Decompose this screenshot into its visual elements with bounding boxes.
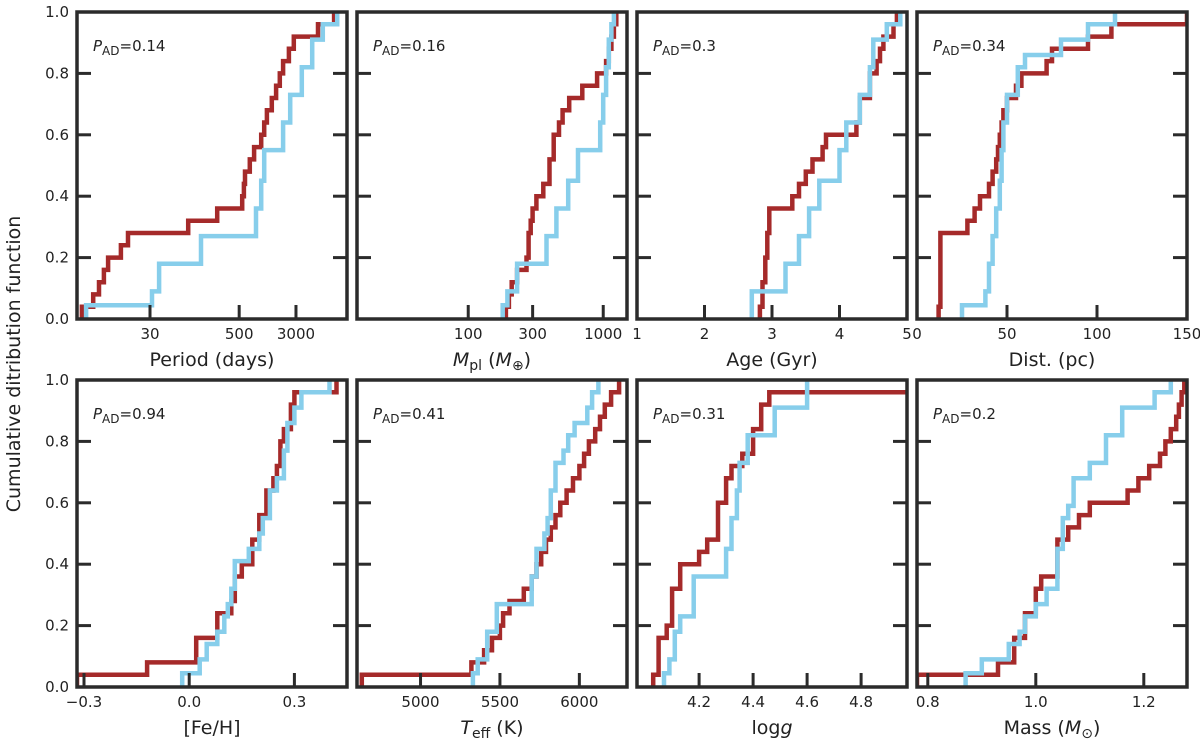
y-tick-label: 1.0 [45, 371, 69, 389]
p-ad-label: PAD=0.3 [653, 37, 716, 58]
x-tick-label: 1 [632, 325, 642, 343]
x-tick-label: 1000 [584, 325, 622, 343]
x-tick-label: 5 [902, 325, 912, 343]
x-tick-label: 4.2 [687, 693, 711, 711]
x-tick-label: 300 [518, 325, 547, 343]
x-axis-label: Teff (K) [460, 717, 523, 742]
x-tick-label: 4 [835, 325, 845, 343]
cdf-series-blue [500, 12, 617, 319]
x-tick-label: 5000 [401, 693, 439, 711]
cdf-series-blue [83, 12, 340, 319]
panel-frame [355, 378, 629, 689]
y-tick-label: 0.2 [45, 617, 69, 635]
panel-frame [635, 378, 909, 689]
panel-7: 4.2 4.4 4.6 4.8 logg PAD=0.31 [635, 378, 909, 739]
y-tick-label: 0.6 [45, 126, 69, 144]
x-axis-label: Period (days) [150, 349, 275, 371]
panel-2: 100 300 1000 Mpl (M⊕) PAD=0.16 [355, 10, 629, 374]
p-ad-label: PAD=0.34 [933, 37, 1005, 58]
cdf-series-red [757, 12, 900, 319]
p-ad-label: PAD=0.31 [653, 405, 725, 426]
y-tick-label: 0.2 [45, 249, 69, 267]
y-tick-label: 0.0 [45, 678, 69, 696]
cdf-series-blue [470, 380, 601, 687]
y-tick-label: 0.4 [45, 555, 69, 573]
x-tick-label: −0.3 [66, 693, 102, 711]
x-axis-label: Mass (M⊙) [1004, 717, 1101, 742]
panel-frame [355, 10, 629, 321]
x-tick-label: 0.0 [177, 693, 201, 711]
x-tick-label: 30 [140, 325, 159, 343]
y-tick-label: 0.8 [45, 64, 69, 82]
p-ad-label: PAD=0.41 [373, 405, 445, 426]
p-ad-label: PAD=0.14 [93, 37, 165, 58]
panel-8: 0.8 1.0 1.2 Mass (M⊙) PAD=0.2 [915, 378, 1189, 742]
x-axis-label: Mpl (M⊕) [453, 349, 531, 374]
cdf-series-blue [749, 12, 903, 319]
x-tick-label: 4.4 [741, 693, 765, 711]
x-axis-label: Dist. (pc) [1009, 349, 1096, 371]
cdf-series-red [650, 390, 907, 687]
x-tick-label: 50 [997, 325, 1016, 343]
x-tick-label: 100 [454, 325, 483, 343]
x-tick-label: 5500 [481, 693, 519, 711]
cdf-series-red [936, 12, 1187, 319]
x-axis-label: [Fe/H] [183, 717, 240, 739]
x-tick-label: 1.0 [1024, 693, 1048, 711]
panel-3: 1 2 3 4 5 Age (Gyr) PAD=0.3 [632, 10, 912, 371]
panel-5: 0.00.20.40.60.81.0−0.3 0.0 0.3[Fe/H]PAD=0.… [45, 371, 349, 739]
p-ad-label: PAD=0.94 [93, 405, 165, 426]
p-ad-label: PAD=0.16 [373, 37, 445, 58]
cdf-series-blue [661, 380, 810, 687]
x-tick-label: 4.8 [849, 693, 873, 711]
x-tick-label: 3000 [277, 325, 315, 343]
x-tick-label: 150 [1173, 325, 1200, 343]
panel-frame [75, 378, 349, 689]
x-axis-label: Age (Gyr) [726, 349, 817, 371]
cdf-series-red [77, 380, 339, 687]
x-tick-label: 2 [700, 325, 710, 343]
panel-4: 0 50 100 150 Dist. (pc) PAD=0.34 [912, 10, 1200, 371]
p-ad-label: PAD=0.2 [933, 405, 996, 426]
x-tick-label: 0.8 [916, 693, 940, 711]
y-tick-label: 1.0 [45, 3, 69, 21]
cdf-series-blue [959, 12, 1118, 319]
cdf-series-red [917, 380, 1187, 687]
y-tick-label: 0.6 [45, 494, 69, 512]
panel-frame [635, 10, 909, 321]
x-tick-label: 3 [767, 325, 777, 343]
x-axis-label: logg [751, 717, 792, 739]
y-tick-label: 0.0 [45, 310, 69, 328]
panel-frame [75, 10, 349, 321]
x-tick-label: 500 [225, 325, 254, 343]
cdf-series-blue [179, 380, 332, 687]
y-tick-label: 0.4 [45, 187, 69, 205]
x-tick-label: 0.3 [282, 693, 306, 711]
y-tick-label: 0.8 [45, 432, 69, 450]
panel-frame [915, 378, 1189, 689]
y-axis-label: Cumulative ditribution function [3, 216, 25, 513]
x-tick-label: 6000 [560, 693, 598, 711]
cdf-series-red [359, 380, 622, 687]
panel-6: 5000 5500 6000 Teff (K) PAD=0.41 [355, 378, 629, 742]
x-tick-label: 4.6 [795, 693, 819, 711]
cdf-series-red [503, 12, 619, 319]
x-tick-label: 0 [912, 325, 922, 343]
x-tick-label: 1.2 [1132, 693, 1156, 711]
cdf-series-red [79, 12, 337, 319]
x-tick-label: 100 [1083, 325, 1112, 343]
panel-frame [915, 10, 1189, 321]
cdf-series-blue [963, 380, 1174, 687]
